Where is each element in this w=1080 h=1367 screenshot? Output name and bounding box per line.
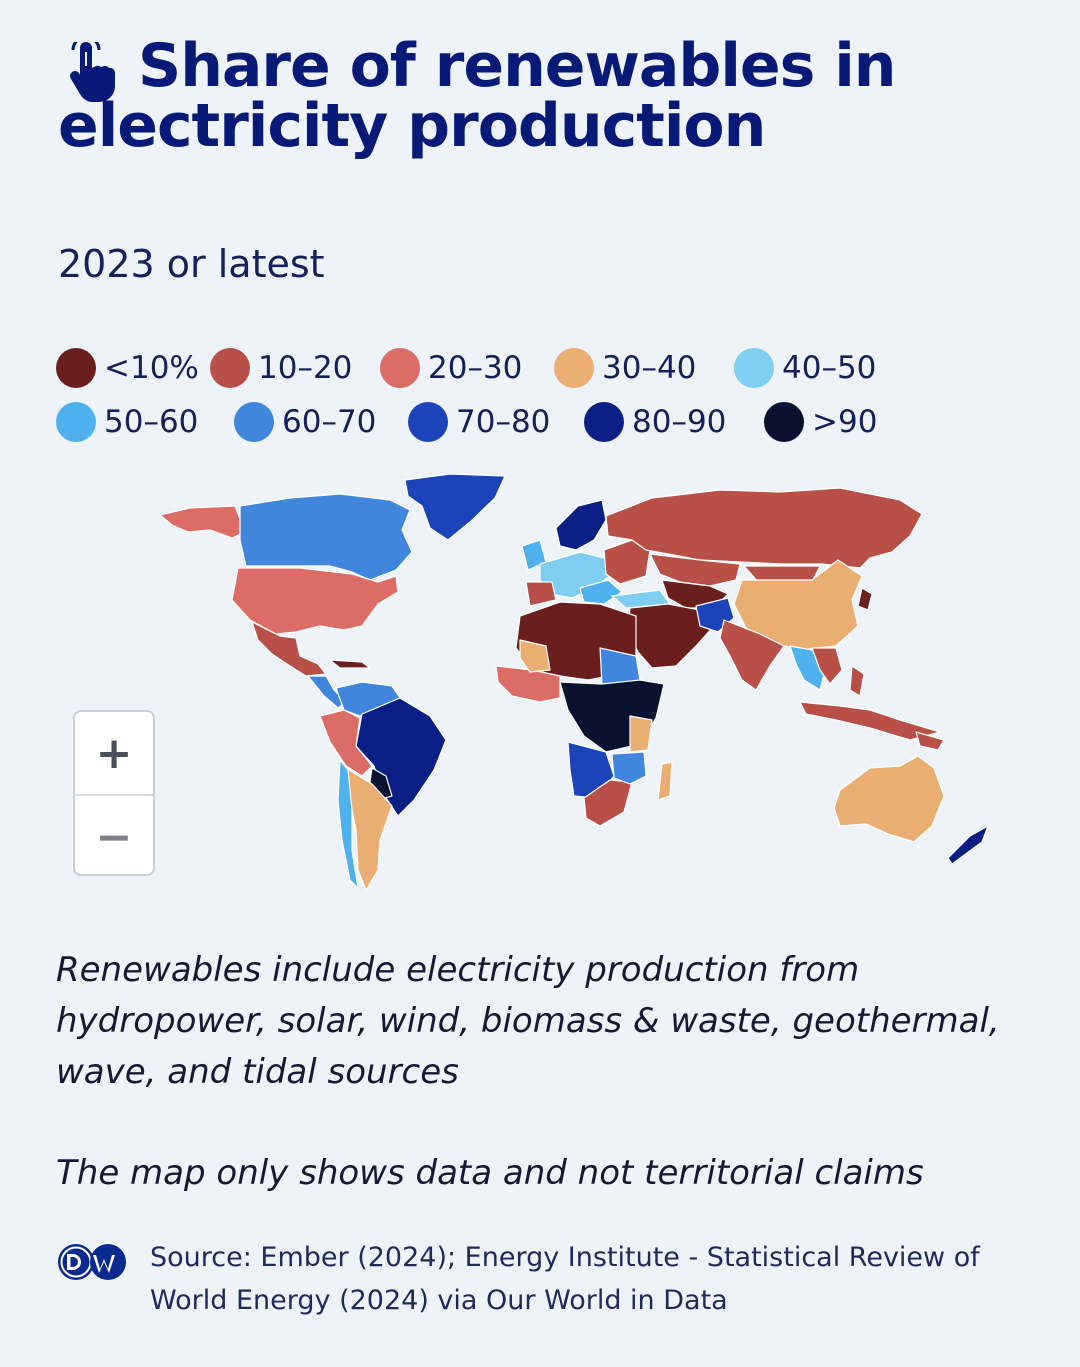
region-australia[interactable] bbox=[833, 755, 945, 843]
region-sahel[interactable] bbox=[519, 639, 551, 673]
legend-swatch-30-40 bbox=[554, 348, 594, 388]
legend-row-1: <10% 10–20 20–30 30–40 40–50 bbox=[56, 348, 956, 388]
legend-item-70-80: 70–80 bbox=[408, 402, 584, 442]
zoom-in-button[interactable]: + bbox=[95, 727, 133, 779]
region-india[interactable] bbox=[719, 619, 785, 691]
legend-item-40-50: 40–50 bbox=[734, 348, 876, 388]
legend-label-80-90: 80–90 bbox=[632, 404, 727, 440]
legend-swatch-20-30 bbox=[380, 348, 420, 388]
legend-swatch-lt10 bbox=[56, 348, 96, 388]
region-canada[interactable] bbox=[239, 493, 413, 581]
region-greenland[interactable] bbox=[404, 473, 506, 541]
region-southern-africa[interactable] bbox=[583, 779, 633, 827]
legend-item-80-90: 80–90 bbox=[584, 402, 764, 442]
legend-item-20-30: 20–30 bbox=[380, 348, 554, 388]
region-mexico[interactable] bbox=[251, 621, 327, 677]
legend-label-lt10: <10% bbox=[104, 350, 199, 386]
region-russia[interactable] bbox=[605, 487, 923, 569]
source-citation: Source: Ember (2024); Energy Institute -… bbox=[150, 1242, 980, 1316]
legend-label-40-50: 40–50 bbox=[782, 350, 877, 386]
legend-row-2: 50–60 60–70 70–80 80–90 >90 bbox=[56, 402, 956, 442]
page-subtitle: 2023 or latest bbox=[58, 242, 325, 286]
legend-label-50-60: 50–60 bbox=[104, 404, 199, 440]
tap-hand-icon bbox=[70, 42, 115, 102]
legend-swatch-gt90 bbox=[764, 402, 804, 442]
region-madagascar[interactable] bbox=[657, 761, 673, 801]
region-kazakhstan[interactable] bbox=[649, 553, 741, 587]
region-papua[interactable] bbox=[915, 731, 945, 751]
legend-item-lt10: <10% bbox=[56, 348, 210, 388]
region-mozambique[interactable] bbox=[611, 751, 647, 785]
region-new-zealand[interactable] bbox=[947, 825, 989, 865]
dw-logo-icon bbox=[58, 1244, 126, 1280]
territorial-disclaimer-note: The map only shows data and not territor… bbox=[56, 1153, 924, 1193]
legend-label-70-80: 70–80 bbox=[456, 404, 551, 440]
legend-label-30-40: 30–40 bbox=[602, 350, 697, 386]
legend-item-gt90: >90 bbox=[764, 402, 877, 442]
legend-swatch-40-50 bbox=[734, 348, 774, 388]
renewables-definition-note: Renewables include electricity productio… bbox=[56, 950, 1000, 1092]
legend-item-50-60: 50–60 bbox=[56, 402, 234, 442]
region-peru-bolivia[interactable] bbox=[319, 709, 373, 777]
legend-swatch-80-90 bbox=[584, 402, 624, 442]
legend-label-20-30: 20–30 bbox=[428, 350, 523, 386]
page-title: Share of renewables in electricity produ… bbox=[58, 31, 897, 161]
world-map[interactable] bbox=[0, 470, 1080, 910]
footer: Source: Ember (2024); Energy Institute -… bbox=[56, 1236, 1046, 1322]
region-argentina[interactable] bbox=[345, 767, 393, 891]
legend-label-60-70: 60–70 bbox=[282, 404, 377, 440]
region-chile[interactable] bbox=[337, 759, 359, 889]
region-philippines[interactable] bbox=[849, 665, 865, 697]
region-korea-japan[interactable] bbox=[857, 587, 873, 611]
region-cuba[interactable] bbox=[329, 659, 371, 669]
legend-item-30-40: 30–40 bbox=[554, 348, 734, 388]
region-china[interactable] bbox=[733, 559, 863, 651]
legend-label-gt90: >90 bbox=[812, 404, 878, 440]
region-norway-sweden[interactable] bbox=[555, 499, 607, 551]
region-alaska[interactable] bbox=[159, 505, 246, 539]
legend-label-10-20: 10–20 bbox=[258, 350, 353, 386]
legend-item-60-70: 60–70 bbox=[234, 402, 408, 442]
region-balkans[interactable] bbox=[579, 579, 623, 605]
map-legend: <10% 10–20 20–30 30–40 40–50 50–60 60–70 bbox=[56, 348, 956, 456]
region-iberia[interactable] bbox=[525, 581, 557, 607]
title-block: Share of renewables in electricity produ… bbox=[58, 36, 1038, 156]
region-indochina[interactable] bbox=[811, 647, 843, 685]
region-east-africa[interactable] bbox=[629, 715, 653, 753]
map-zoom-control: + − bbox=[73, 710, 155, 876]
world-map-svg[interactable] bbox=[0, 470, 1080, 910]
legend-swatch-50-60 bbox=[56, 402, 96, 442]
legend-swatch-60-70 bbox=[234, 402, 274, 442]
legend-item-10-20: 10–20 bbox=[210, 348, 380, 388]
legend-swatch-10-20 bbox=[210, 348, 250, 388]
region-brazil[interactable] bbox=[355, 697, 447, 817]
zoom-out-button[interactable]: − bbox=[75, 794, 153, 878]
legend-swatch-70-80 bbox=[408, 402, 448, 442]
